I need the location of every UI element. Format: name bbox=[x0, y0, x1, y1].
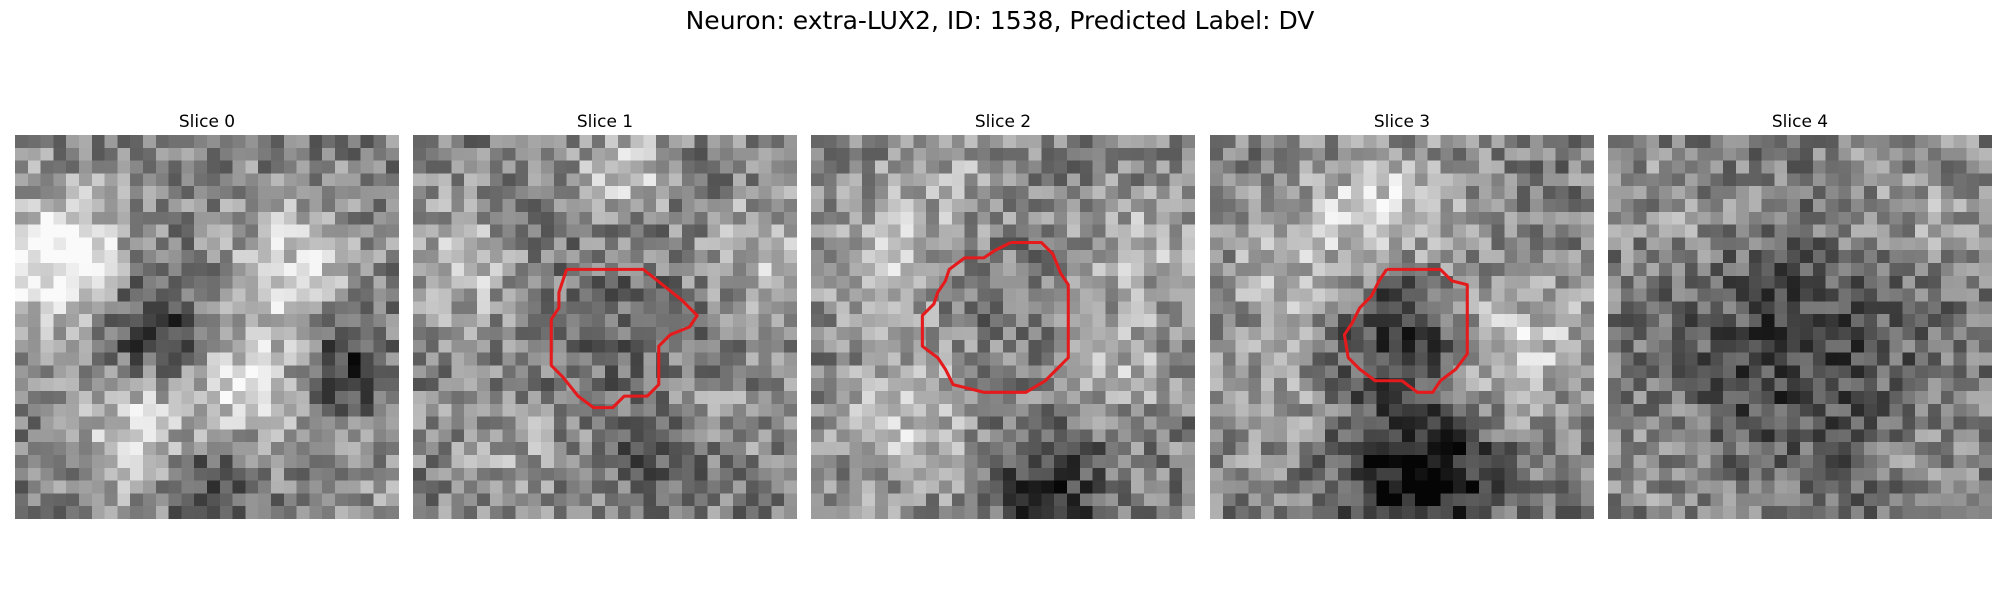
roi-overlay bbox=[1608, 135, 1992, 519]
slice-image bbox=[1608, 135, 1992, 519]
slice-title: Slice 3 bbox=[1373, 112, 1431, 132]
slice-image bbox=[15, 135, 399, 519]
slice-title: Slice 0 bbox=[178, 112, 236, 132]
slice-image bbox=[1210, 135, 1594, 519]
roi-overlay bbox=[15, 135, 399, 519]
slice-title: Slice 2 bbox=[974, 112, 1032, 132]
roi-overlay bbox=[920, 240, 1070, 394]
slice-panel-1: Slice 1 bbox=[413, 110, 797, 519]
roi-contour bbox=[1342, 267, 1469, 394]
slice-panel-0: Slice 0 bbox=[15, 110, 399, 519]
slice-panel-4: Slice 4 bbox=[1608, 110, 1992, 519]
figure-title: Neuron: extra-LUX2, ID: 1538, Predicted … bbox=[685, 6, 1315, 35]
roi-overlay bbox=[1342, 267, 1469, 394]
slice-title: Slice 4 bbox=[1771, 112, 1829, 132]
slice-image bbox=[413, 135, 797, 519]
roi-overlay bbox=[549, 267, 699, 410]
slice-panel-3: Slice 3 bbox=[1210, 110, 1594, 519]
roi-contour bbox=[549, 267, 699, 410]
slice-image bbox=[811, 135, 1195, 519]
roi-contour bbox=[920, 240, 1070, 394]
slice-panel-2: Slice 2 bbox=[811, 110, 1195, 519]
slice-title: Slice 1 bbox=[576, 112, 634, 132]
